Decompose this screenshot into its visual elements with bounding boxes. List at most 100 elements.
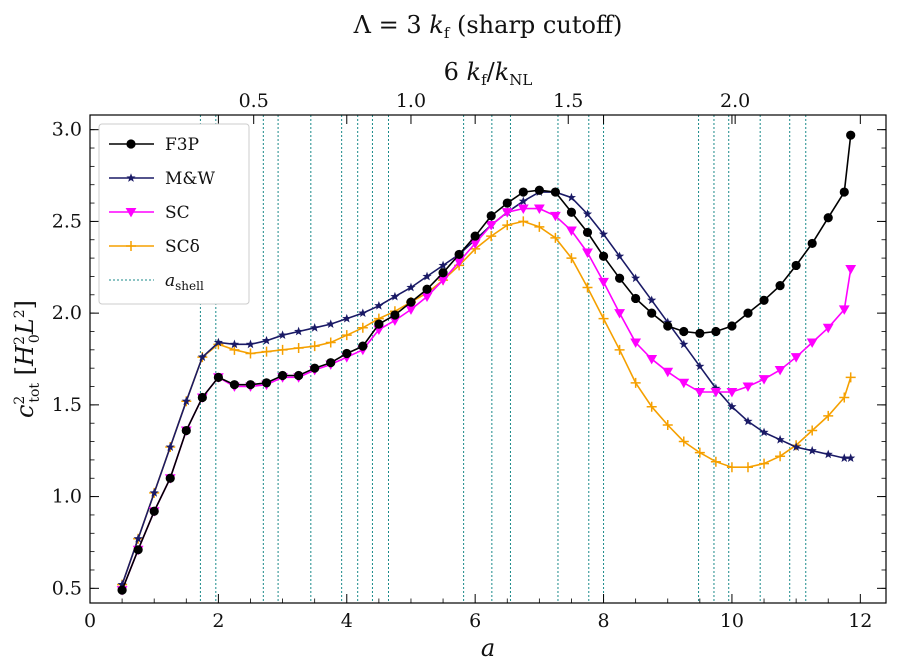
data-point [630, 338, 642, 348]
data-point [775, 281, 785, 291]
data-point [743, 416, 753, 426]
x-tick-label: 12 [848, 610, 872, 632]
legend-label: SCδ [165, 237, 200, 257]
data-point [133, 545, 143, 555]
data-point [550, 211, 561, 222]
legend-box [98, 123, 250, 305]
title-layer: Λ = 3 kf (sharp cutoff) 6 kf/kNL [353, 11, 623, 89]
data-point [662, 367, 674, 378]
series-f3p [117, 130, 856, 595]
data-point [422, 271, 432, 281]
data-point [422, 284, 432, 294]
axes: 0 2 4 6 8 10 12 0.5 1.0 1.5 2.0 2.5 3.0 0.5 1.0 1.5 2.0 a… [11, 90, 887, 662]
data-point [695, 328, 705, 338]
legend-entry: ashell [109, 271, 204, 293]
data-point [758, 375, 770, 385]
data-point [293, 342, 304, 353]
data-point [502, 198, 512, 208]
data-point [598, 251, 609, 261]
data-point [149, 506, 159, 516]
data-point [165, 473, 175, 483]
y-tick-label: 2.5 [52, 210, 82, 232]
data-point [438, 268, 448, 278]
legend: F3P M&W SC SCδ ashell [98, 123, 250, 305]
data-point [133, 533, 143, 543]
data-point [647, 295, 657, 305]
data-point [197, 352, 207, 362]
data-point [126, 139, 136, 149]
data-point [727, 321, 737, 331]
data-point [614, 344, 625, 355]
data-point [261, 378, 272, 388]
data-point [518, 196, 528, 206]
data-point [775, 434, 785, 444]
data-point [710, 387, 722, 398]
data-point [277, 370, 288, 381]
data-point [357, 322, 368, 333]
data-point [309, 341, 320, 352]
data-point [662, 420, 673, 431]
data-point [389, 316, 401, 326]
legend-label: SC [165, 203, 190, 223]
x-tick-label: 10 [720, 610, 744, 632]
data-point [518, 216, 529, 227]
series-layer [116, 130, 857, 596]
data-point [326, 358, 336, 368]
data-point [245, 380, 256, 390]
data-point [341, 330, 352, 341]
data-point [550, 187, 561, 197]
data-point [742, 382, 754, 392]
data-point [598, 229, 609, 239]
data-point [615, 251, 625, 261]
data-point [149, 488, 159, 497]
data-point [679, 339, 689, 349]
data-point [374, 301, 384, 310]
data-point [694, 387, 706, 398]
data-point [454, 249, 464, 260]
data-point [743, 308, 753, 318]
data-point [117, 579, 127, 589]
data-point [823, 449, 833, 459]
data-point [582, 227, 593, 238]
data-point [245, 348, 256, 359]
data-point [406, 297, 416, 307]
legend-entry: SC [109, 203, 190, 223]
data-point [534, 185, 544, 195]
data-point [261, 335, 272, 345]
data-point [646, 354, 658, 365]
data-point [759, 295, 769, 305]
data-point [807, 238, 817, 249]
data-point [823, 410, 834, 421]
data-point [229, 380, 240, 390]
data-point [374, 319, 384, 329]
data-point [534, 221, 545, 232]
data-point [726, 462, 737, 473]
data-point [694, 447, 705, 458]
data-point [775, 451, 786, 462]
data-point [630, 377, 641, 388]
data-point [181, 396, 191, 406]
data-point [310, 363, 320, 373]
data-point [117, 585, 127, 595]
data-point [501, 208, 513, 218]
data-point [342, 313, 352, 323]
legend-entry: F3P [109, 135, 199, 155]
data-point [582, 209, 593, 218]
data-point [695, 361, 705, 371]
data-point [582, 282, 593, 293]
data-point [727, 401, 737, 411]
data-point [165, 442, 175, 451]
data-point [823, 213, 833, 223]
data-point [502, 220, 513, 231]
data-point [678, 436, 689, 447]
data-point [437, 276, 449, 286]
y-tick-label: 3.0 [52, 119, 82, 141]
data-point [598, 313, 609, 324]
data-point [229, 339, 239, 349]
y-tick-label: 2.0 [52, 302, 82, 324]
data-point [646, 401, 657, 412]
y-tick-label: 1.5 [52, 394, 82, 416]
data-point [126, 173, 136, 182]
data-point [470, 231, 480, 241]
data-point [310, 323, 320, 332]
